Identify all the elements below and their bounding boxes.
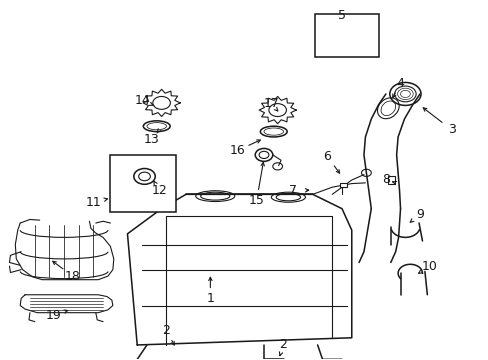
Text: 2: 2 bbox=[162, 324, 170, 337]
Text: 19: 19 bbox=[45, 309, 61, 322]
Text: 1: 1 bbox=[206, 292, 214, 305]
Text: 17: 17 bbox=[263, 98, 279, 111]
Text: 6: 6 bbox=[323, 150, 331, 163]
Text: 12: 12 bbox=[151, 184, 167, 197]
Bar bbox=[387, 176, 394, 184]
Bar bbox=[339, 183, 346, 187]
Text: 11: 11 bbox=[85, 196, 101, 209]
Text: 15: 15 bbox=[248, 194, 264, 207]
Text: 4: 4 bbox=[396, 77, 404, 90]
Text: 14: 14 bbox=[134, 94, 150, 107]
Text: 3: 3 bbox=[447, 123, 455, 136]
Text: 5: 5 bbox=[337, 9, 346, 22]
Text: 13: 13 bbox=[143, 133, 160, 146]
Bar bbox=[315, 14, 378, 57]
Text: 7: 7 bbox=[289, 184, 297, 197]
Text: 18: 18 bbox=[65, 270, 81, 283]
Bar bbox=[110, 155, 176, 212]
Text: 16: 16 bbox=[229, 144, 244, 157]
Text: 10: 10 bbox=[421, 260, 437, 273]
Text: 8: 8 bbox=[381, 173, 389, 186]
Text: 9: 9 bbox=[415, 208, 423, 221]
Text: 2: 2 bbox=[279, 338, 287, 351]
